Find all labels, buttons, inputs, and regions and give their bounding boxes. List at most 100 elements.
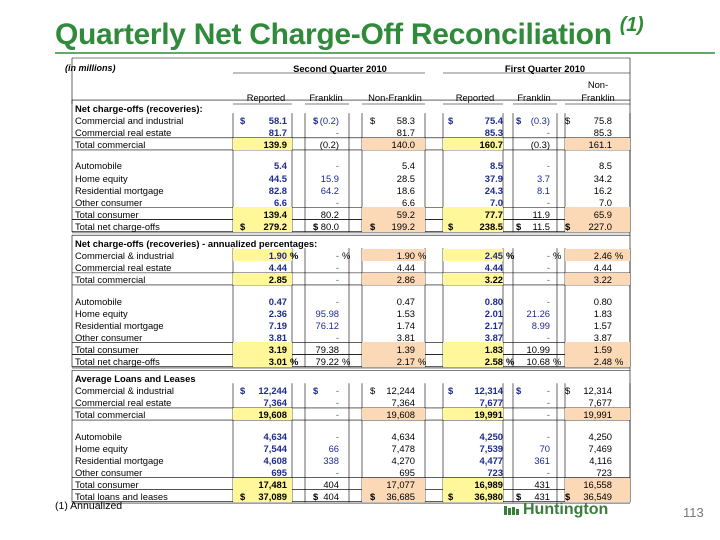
table-cell: 75.4 xyxy=(484,115,503,127)
dollar-sign: $ xyxy=(565,385,571,397)
table-cell: 65.9 xyxy=(593,208,612,220)
table-cell: 2.48 xyxy=(593,356,612,368)
highlight-nonfranklin-q2 xyxy=(362,477,425,490)
table-cell: 2.17 xyxy=(396,356,415,368)
table-cell: 12,314 xyxy=(583,385,612,397)
units-label: (in millions) xyxy=(65,63,116,73)
highlight-reported-q2 xyxy=(233,137,292,150)
dollar-sign: $ xyxy=(313,385,319,397)
table-cell: 36,549 xyxy=(583,491,612,503)
title-footnote-marker: (1) xyxy=(619,14,644,36)
row-label: Total commercial xyxy=(75,139,146,151)
dollar-sign: $ xyxy=(370,220,376,232)
row-label: Commercial and industrial xyxy=(75,115,184,127)
table-cell: 4,250 xyxy=(479,430,503,442)
table-cell: - xyxy=(335,196,339,208)
table-cell: 3.81 xyxy=(268,331,287,343)
row-label: Automobile xyxy=(75,295,122,307)
table-cell: - xyxy=(335,250,339,262)
dollar-sign: $ xyxy=(516,115,522,127)
table-cell: 3.87 xyxy=(593,331,612,343)
table-cell: 7,539 xyxy=(479,442,503,454)
highlight-reported-q2 xyxy=(233,248,292,261)
table-cell: 19,608 xyxy=(386,409,415,421)
table-cell: 3.7 xyxy=(536,172,550,184)
highlight-reported-q1 xyxy=(443,272,503,285)
table-cell: (0.2) xyxy=(319,139,339,151)
table-cell: 2.58 xyxy=(484,356,503,368)
table-cell: - xyxy=(335,127,339,139)
row-label: Other consumer xyxy=(75,466,143,478)
table-cell: 95.98 xyxy=(315,307,339,319)
table-cell: 28.5 xyxy=(396,172,415,184)
table-cell: 80.2 xyxy=(320,208,339,220)
table-cell: 3.22 xyxy=(593,274,612,286)
table-cell: 404 xyxy=(323,479,339,491)
period-header-q1: First Quarter 2010 xyxy=(504,63,586,74)
col-header: Reported xyxy=(455,92,495,103)
table-cell: 7,677 xyxy=(588,397,612,409)
percent-sign: % xyxy=(615,356,624,368)
table-cell: 8.5 xyxy=(598,160,612,172)
dollar-sign: $ xyxy=(565,220,571,232)
row-label: Residential mortgage xyxy=(75,319,164,331)
highlight-nonfranklin-q1 xyxy=(565,489,630,502)
percent-sign: % xyxy=(615,250,624,262)
period-header-q2: Second Quarter 2010 xyxy=(293,63,387,74)
table-cell: 21.26 xyxy=(526,307,550,319)
table-cell: 44.5 xyxy=(268,172,287,184)
table-cell: 70 xyxy=(539,442,550,454)
table-cell: 17,481 xyxy=(258,479,287,491)
table-cell: 3.81 xyxy=(396,331,415,343)
page-number: 113 xyxy=(683,505,704,520)
highlight-nonfranklin-q1 xyxy=(565,219,630,232)
table-cell: 4.44 xyxy=(593,262,612,274)
table-cell: - xyxy=(335,295,339,307)
table-cell: 64.2 xyxy=(320,184,339,196)
table-cell: 81.7 xyxy=(268,127,287,139)
col-header: Non-Franklin xyxy=(368,92,422,103)
dollar-sign: $ xyxy=(370,385,376,397)
table-cell: 2.36 xyxy=(268,307,287,319)
table-cell: 85.3 xyxy=(593,127,612,139)
table-cell: - xyxy=(335,409,339,421)
table-cell: 4.44 xyxy=(484,262,503,274)
row-label: Total consumer xyxy=(75,208,139,220)
dollar-sign: $ xyxy=(313,220,319,232)
highlight-reported-q2 xyxy=(233,407,292,421)
table-cell: 37,089 xyxy=(258,491,287,503)
table-cell: 19,991 xyxy=(474,409,503,421)
table-cell: 3.19 xyxy=(268,343,287,355)
table-cell: 6.6 xyxy=(401,196,415,208)
page-title: Quarterly Net Charge-Off Reconciliation … xyxy=(55,14,644,51)
table-cell: 82.8 xyxy=(268,184,287,196)
table-cell: 2.45 xyxy=(484,250,503,262)
section-heading: Net charge-offs (recoveries) - annualize… xyxy=(75,238,318,250)
table-cell: 5.4 xyxy=(273,160,287,172)
table-cell: 6.6 xyxy=(273,196,287,208)
table-cell: 160.7 xyxy=(479,139,503,151)
table-cell: - xyxy=(546,331,550,343)
table-cell: 3.01 xyxy=(268,356,287,368)
table-cell: 75.8 xyxy=(593,115,612,127)
table-cell: 431 xyxy=(534,479,550,491)
percent-sign: % xyxy=(290,250,299,262)
highlight-nonfranklin-q2 xyxy=(362,407,425,421)
table-cell: 4,270 xyxy=(391,454,415,466)
table-cell: 1.90 xyxy=(396,250,415,262)
table-cell: - xyxy=(546,274,550,286)
row-label: Residential mortgage xyxy=(75,454,164,466)
table-cell: 76.12 xyxy=(315,319,339,331)
row-label: Commercial & industrial xyxy=(75,385,174,397)
table-cell: 1.59 xyxy=(593,343,612,355)
percent-sign: % xyxy=(418,250,427,262)
table-cell: 36,980 xyxy=(474,491,503,503)
dollar-sign: $ xyxy=(448,385,454,397)
percent-sign: % xyxy=(342,356,351,368)
table-cell: 140.0 xyxy=(391,139,415,151)
table-cell: 404 xyxy=(323,491,339,503)
highlight-reported-q1 xyxy=(443,489,503,502)
row-label: Other consumer xyxy=(75,196,143,208)
table-cell: 7.0 xyxy=(489,196,503,208)
table-cell: 80.0 xyxy=(320,220,339,232)
